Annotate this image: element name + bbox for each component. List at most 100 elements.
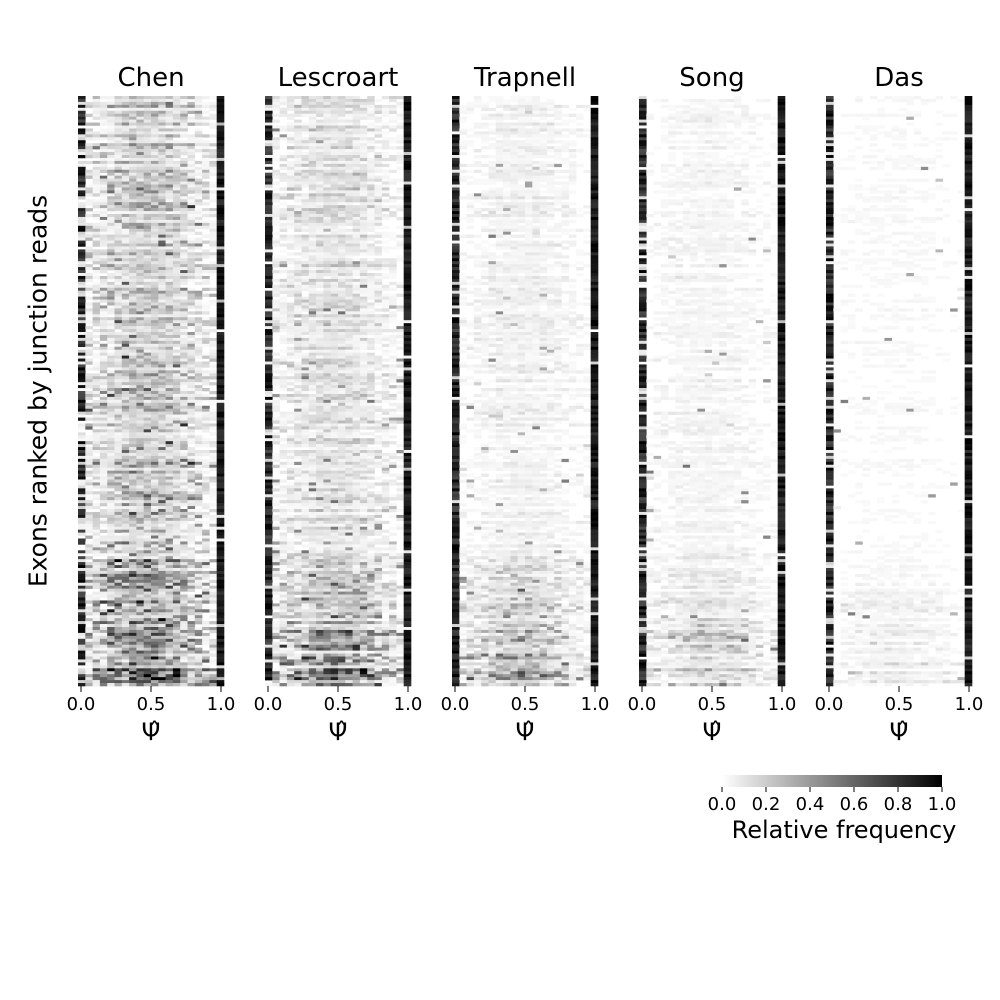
heatmap-cell (202, 458, 210, 463)
heatmap-cell (151, 597, 159, 601)
heatmap-cell (202, 175, 210, 179)
heatmap-cell (187, 461, 196, 466)
heatmap-cell (78, 473, 86, 477)
heatmap-cell (129, 432, 137, 436)
heatmap-cell (301, 104, 310, 109)
heatmap-cell (136, 211, 144, 215)
heatmap-cell (194, 405, 203, 409)
heatmap-cell (143, 647, 152, 651)
heatmap-cell (216, 656, 225, 660)
heatmap-cell (301, 225, 310, 230)
heatmap-cell (403, 211, 412, 215)
heatmap-cell (143, 553, 152, 557)
heatmap-cell (359, 202, 368, 206)
heatmap-cell (359, 302, 368, 306)
heatmap-cell (209, 199, 217, 203)
heatmap-cell (330, 98, 339, 103)
heatmap-cell (209, 317, 217, 321)
heatmap-cell (301, 284, 310, 289)
heatmap-cell (151, 376, 159, 380)
heatmap-cell (107, 647, 115, 651)
heatmap-cell (172, 399, 181, 404)
heatmap-cell (99, 231, 108, 235)
heatmap-cell (121, 559, 130, 563)
heatmap-cell (158, 479, 166, 483)
heatmap-cell (121, 680, 130, 684)
heatmap-cell (158, 287, 166, 291)
heatmap-cell (396, 243, 404, 247)
heatmap-cell (114, 523, 123, 527)
heatmap-cell (121, 299, 130, 303)
heatmap-cell (151, 196, 159, 200)
heatmap-cell (99, 476, 108, 480)
heatmap-cell (345, 116, 353, 120)
heatmap-cell (172, 178, 181, 182)
heatmap-cell (194, 346, 203, 350)
heatmap-cell (92, 544, 101, 548)
heatmap-cell (202, 326, 210, 330)
heatmap-cell (194, 565, 203, 569)
heatmap-cell (202, 311, 210, 315)
heatmap-cell (136, 582, 144, 586)
heatmap-cell (187, 612, 196, 616)
heatmap-cell (202, 414, 210, 418)
heatmap-cell (172, 228, 181, 232)
heatmap-cell (172, 452, 181, 457)
heatmap-cell (151, 273, 159, 277)
heatmap-cell (381, 261, 390, 265)
heatmap-cell (129, 370, 137, 374)
heatmap-cell (129, 340, 137, 345)
heatmap-cell (143, 429, 152, 433)
heatmap-cell (359, 311, 368, 315)
heatmap-cell (209, 458, 217, 463)
heatmap-cell (330, 305, 339, 309)
heatmap-cell (151, 234, 159, 238)
heatmap-cell (107, 511, 115, 516)
heatmap-cell (158, 334, 166, 339)
heatmap-cell (359, 143, 368, 147)
heatmap-cell (202, 674, 210, 678)
heatmap-cell (136, 193, 144, 197)
heatmap-cell (352, 104, 361, 109)
heatmap-cell (381, 234, 390, 238)
heatmap-cell (286, 155, 295, 159)
heatmap-cell (367, 284, 375, 289)
heatmap-cell (129, 509, 137, 513)
heatmap-cell (187, 615, 196, 619)
heatmap-cell (172, 556, 181, 560)
heatmap-cell (187, 559, 196, 563)
heatmap-cell (92, 228, 101, 232)
heatmap-cell (151, 337, 159, 342)
heatmap-cell (107, 452, 115, 457)
heatmap-cell (78, 270, 86, 274)
heatmap-cell (92, 388, 101, 392)
heatmap-cell (78, 559, 86, 563)
heatmap-cell (114, 629, 123, 634)
heatmap-cell (338, 222, 346, 227)
heatmap-cell (129, 134, 137, 138)
heatmap-cell (99, 588, 108, 592)
heatmap-cell (85, 506, 93, 510)
heatmap-cell (92, 485, 101, 489)
heatmap-cell (202, 211, 210, 215)
heatmap-cell (107, 249, 115, 253)
heatmap-cell (158, 535, 166, 539)
heatmap-cell (172, 423, 181, 427)
heatmap-cell (374, 231, 383, 235)
heatmap-cell (202, 332, 210, 336)
heatmap-cell (92, 579, 101, 584)
heatmap-cell (99, 517, 108, 522)
heatmap-cell (136, 668, 144, 672)
heatmap-cell (136, 547, 144, 551)
heatmap-cell (272, 293, 280, 297)
heatmap-cell (114, 615, 123, 619)
heatmap-cell (107, 632, 115, 637)
heatmap-cell (92, 683, 101, 687)
heatmap-cell (151, 302, 159, 306)
heatmap-cell (143, 104, 152, 109)
heatmap-cell (381, 140, 390, 144)
heatmap-cell (121, 107, 130, 112)
heatmap-cell (187, 231, 196, 235)
heatmap-cell (180, 585, 188, 589)
heatmap-cell (151, 570, 159, 575)
